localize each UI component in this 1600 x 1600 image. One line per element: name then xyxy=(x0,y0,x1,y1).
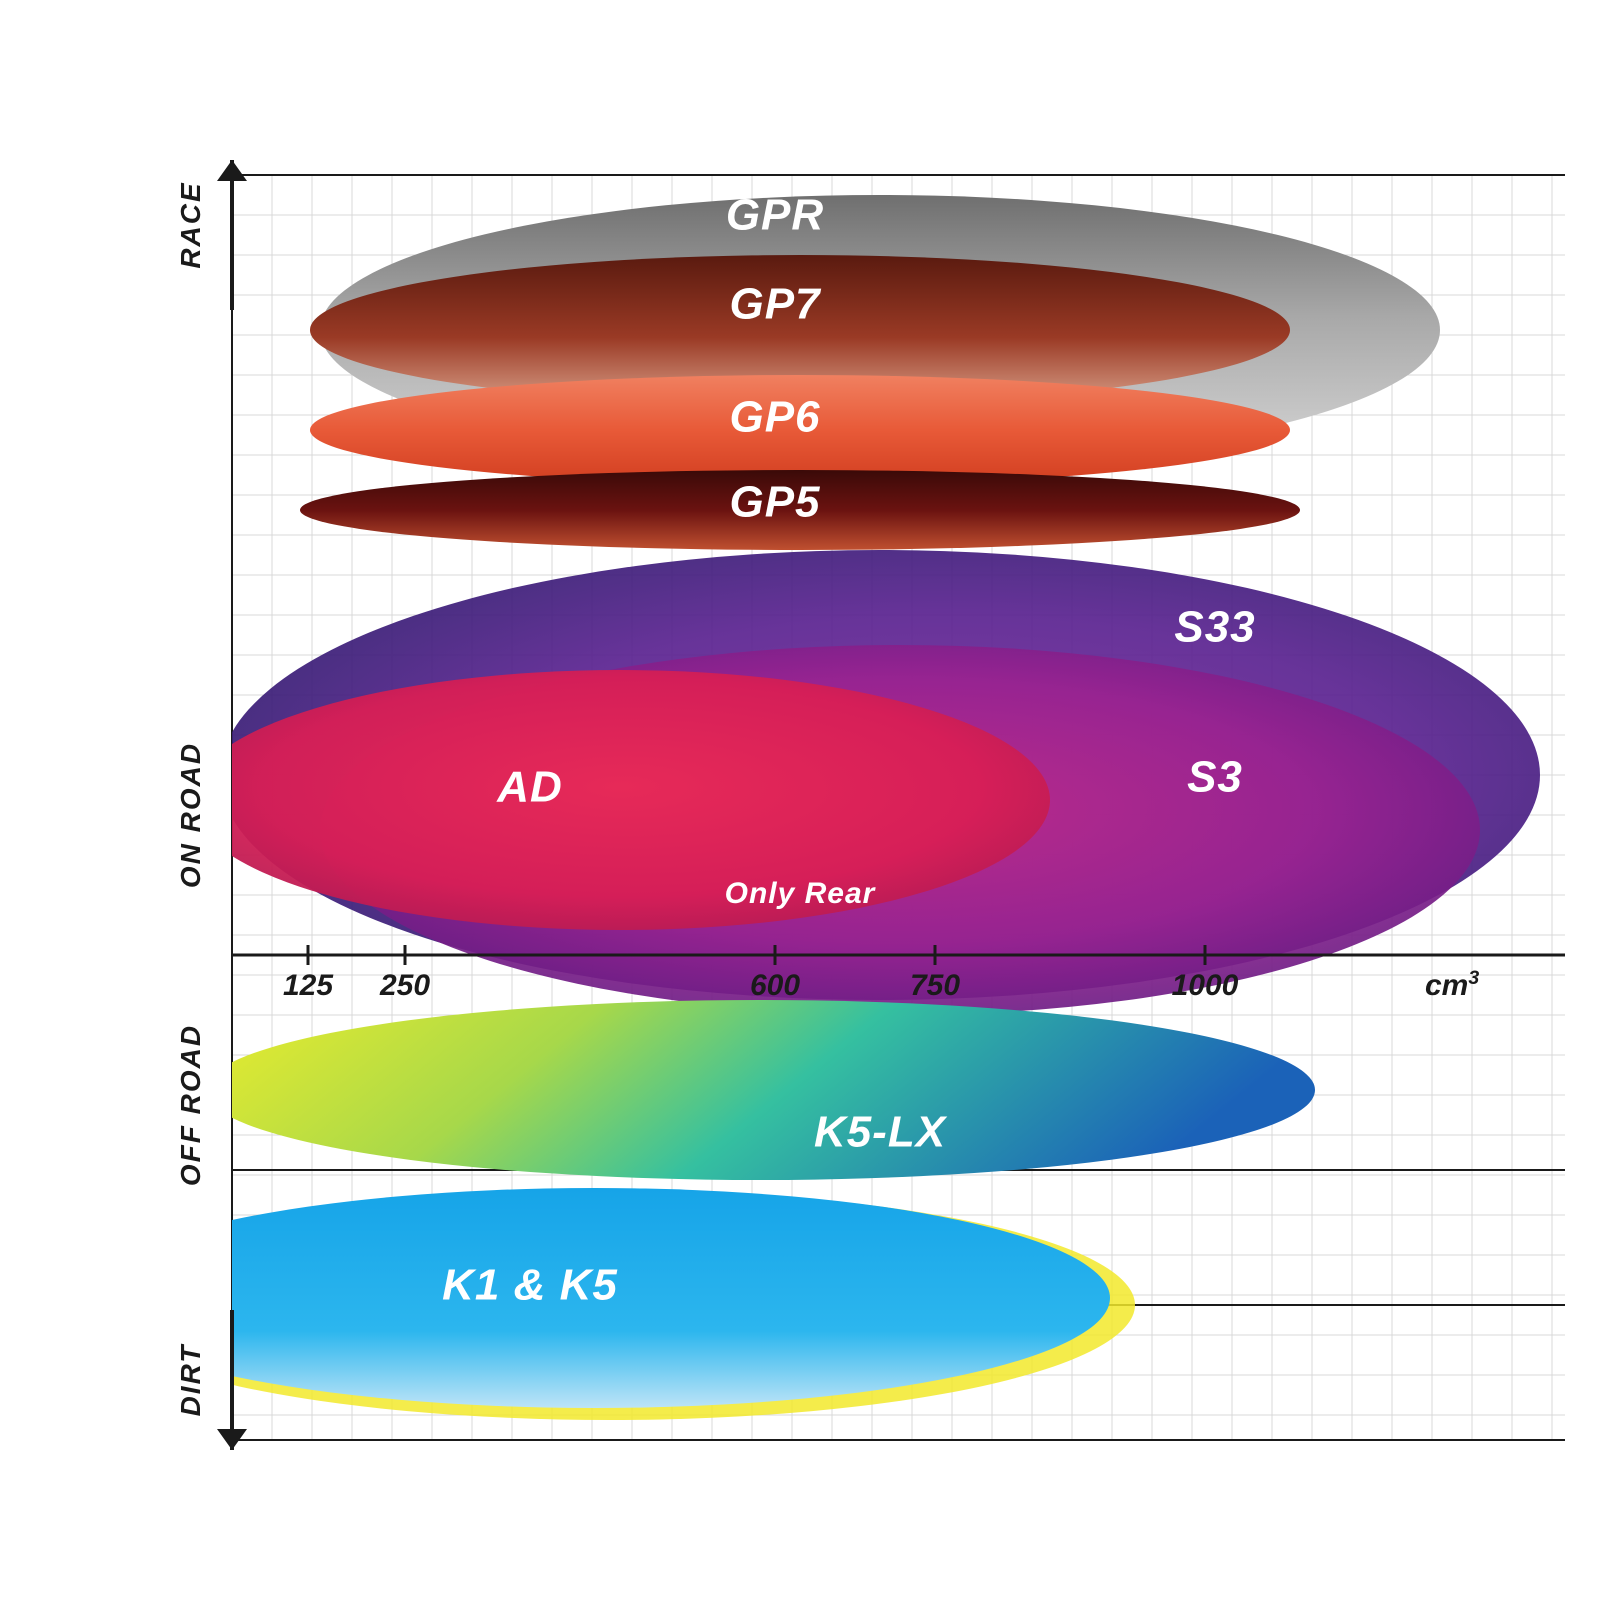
zone-label-AD: AD xyxy=(496,763,563,812)
x-tick-600: 600 xyxy=(750,969,800,1002)
x-tick-750: 750 xyxy=(910,969,960,1002)
chart-svg: GPR GP7 GP6 GP5 S33 S3 AD K5-LX K1 & K5 Only Rear… xyxy=(0,0,1600,1600)
chart-container: { "chart": { "type": "ellipse-zone-map",… xyxy=(0,0,1600,1600)
zone-label-K1K5: K1 & K5 xyxy=(442,1261,618,1310)
zone-label-GP6: GP6 xyxy=(729,393,820,442)
zone-label-GP5: GP5 xyxy=(729,478,820,527)
zone-label-S33: S33 xyxy=(1174,603,1255,652)
y-label-on-road: ON ROAD xyxy=(175,742,206,888)
zone-label-K5LX: K5-LX xyxy=(814,1108,948,1157)
zone-K5LX xyxy=(205,1000,1315,1180)
zone-label-GPR: GPR xyxy=(726,191,824,240)
vertical-labels: RACE ON ROAD OFF ROAD DIRT xyxy=(175,181,206,1416)
sub-label-only-rear: Only Rear xyxy=(725,877,877,910)
x-axis-unit: cm3 xyxy=(1425,967,1479,1002)
y-label-race: RACE xyxy=(175,181,206,268)
zone-AD xyxy=(190,670,1050,930)
x-tick-125: 125 xyxy=(283,969,334,1002)
y-label-off-road: OFF ROAD xyxy=(175,1024,206,1186)
zone-label-S3: S3 xyxy=(1187,753,1243,802)
x-tick-1000: 1000 xyxy=(1172,969,1239,1002)
y-label-dirt: DIRT xyxy=(175,1343,206,1417)
x-tick-250: 250 xyxy=(379,969,430,1002)
zone-label-GP7: GP7 xyxy=(729,280,822,329)
